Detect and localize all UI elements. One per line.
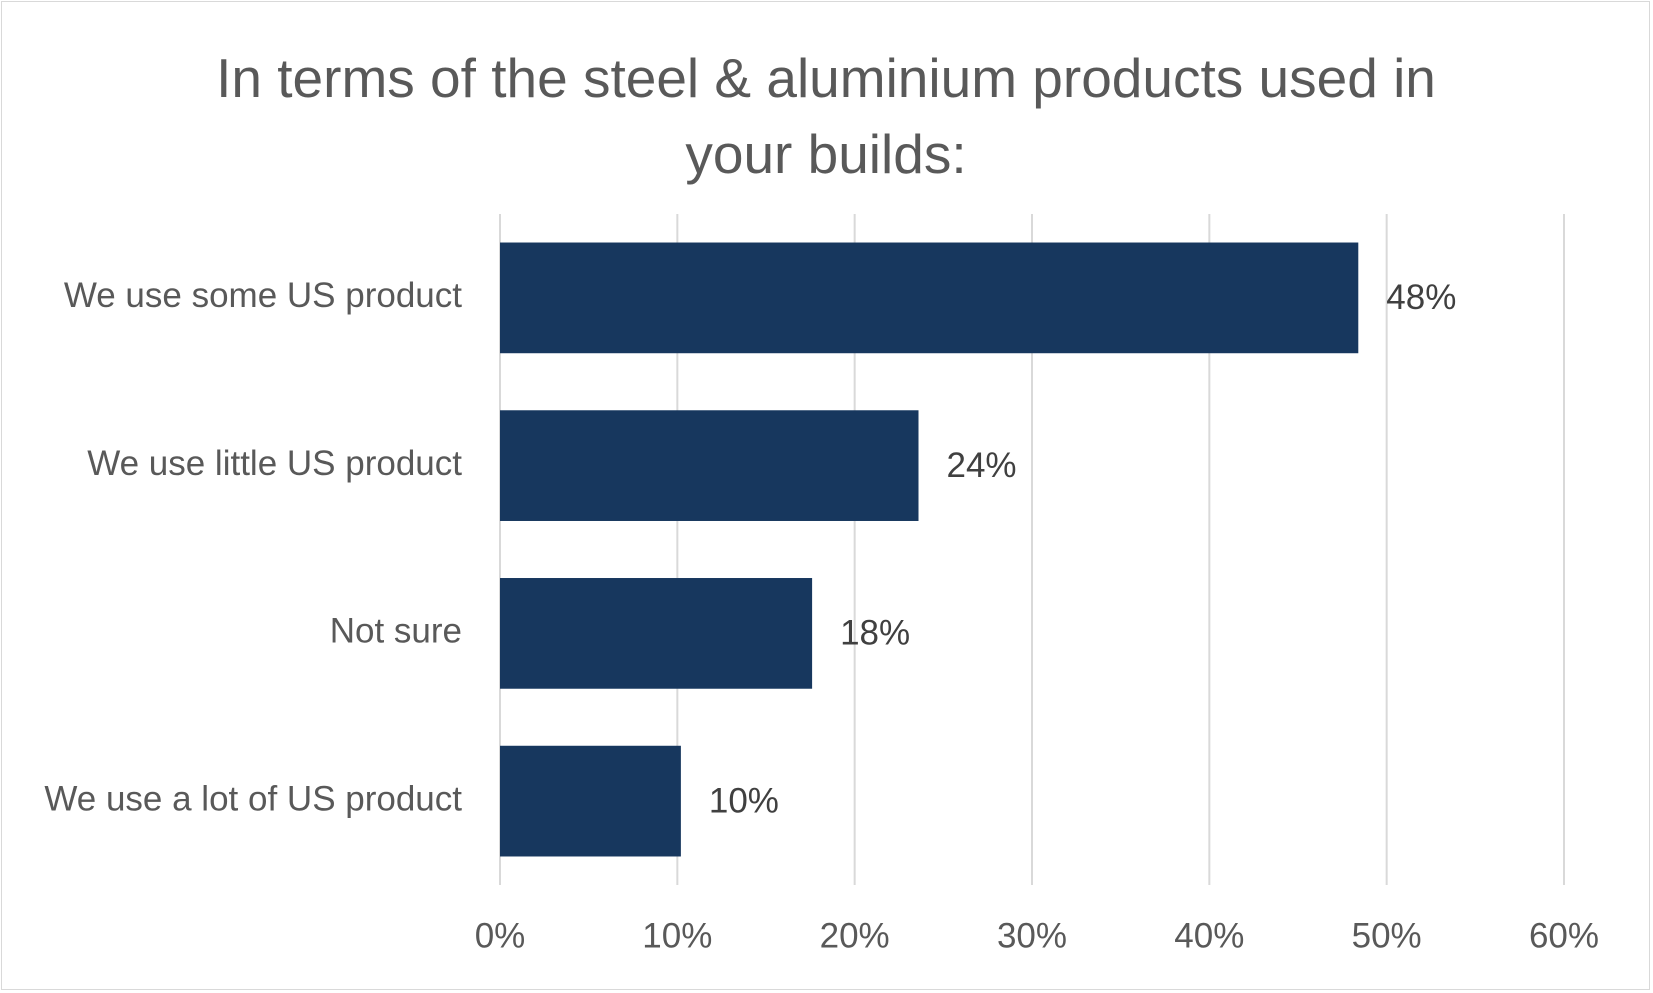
y-tick-label: We use a lot of US product [44, 779, 462, 818]
x-tick-label: 60% [1529, 916, 1599, 955]
value-label: 24% [947, 446, 1017, 485]
x-tick-label: 10% [642, 916, 712, 955]
x-tick-label: 40% [1174, 916, 1244, 955]
bar [500, 745, 681, 857]
bar [500, 242, 1359, 354]
y-tick-label: We use little US product [87, 444, 462, 483]
x-tick-label: 0% [475, 916, 526, 955]
value-label: 48% [1386, 278, 1456, 317]
y-tick-label: Not sure [330, 612, 462, 651]
chart-title: In terms of the steel & aluminium produc… [216, 47, 1436, 185]
value-label: 18% [840, 614, 910, 653]
bar [500, 410, 919, 521]
x-tick-label: 30% [997, 916, 1067, 955]
x-tick-label: 50% [1352, 916, 1422, 955]
y-tick-label: We use some US product [64, 276, 462, 315]
x-tick-label: 20% [820, 916, 890, 955]
value-label: 10% [709, 781, 779, 820]
bar [500, 578, 813, 689]
